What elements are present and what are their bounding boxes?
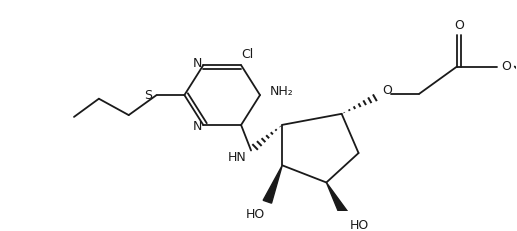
Text: S: S: [145, 88, 153, 102]
Text: O: O: [454, 19, 464, 32]
Text: O: O: [383, 84, 392, 97]
Text: HO: HO: [349, 219, 369, 231]
Polygon shape: [326, 182, 348, 216]
Text: O: O: [501, 60, 511, 73]
Polygon shape: [263, 165, 282, 203]
Text: NH₂: NH₂: [270, 85, 294, 98]
Text: Cl: Cl: [241, 48, 253, 61]
Text: N: N: [193, 57, 202, 70]
Text: HO: HO: [246, 208, 265, 221]
Text: HN: HN: [228, 151, 247, 164]
Text: N: N: [193, 120, 202, 133]
